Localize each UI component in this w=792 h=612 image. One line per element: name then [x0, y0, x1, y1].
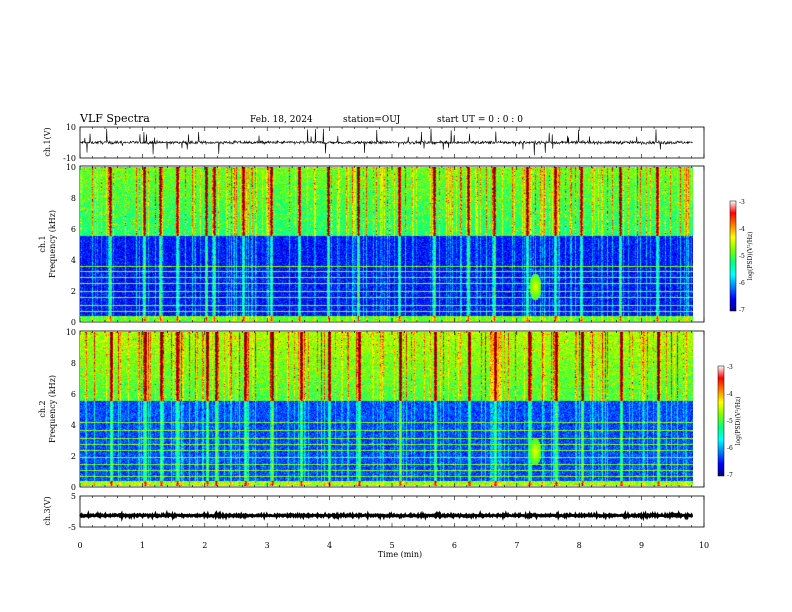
ch1-ytick-bottom: -10	[63, 154, 76, 163]
ch2-freq-tick-4: 4	[71, 421, 76, 430]
ch2-colorbar-label: log(PSD)(V²/Hz)	[735, 397, 742, 446]
ch3-ylabel: ch.3(V)	[43, 496, 52, 525]
xtick-10: 10	[699, 541, 709, 550]
ch1-waveform-trace	[79, 128, 693, 156]
ch2-colorbar: -3 -4 -5 -6 -7 log(PSD)(V²/Hz)	[717, 364, 742, 479]
xtick-8: 8	[577, 541, 582, 550]
ch1-cbar-tick-m7: -7	[739, 307, 745, 314]
time-axis-labels: 0 1 2 3 4 5 6 7 8 9 10	[77, 541, 709, 550]
ch2-freq-tick-10: 10	[66, 328, 76, 337]
ch2-spectrogram-image	[80, 332, 693, 486]
ch1-cbar-tick-m6: -6	[739, 280, 745, 287]
date-label: Feb. 18, 2024	[250, 115, 313, 125]
ch2-cbar-tick-m3: -3	[727, 364, 733, 371]
ch3-waveform-panel: 5 -5 ch.3(V)	[43, 492, 705, 532]
ch3-waveform-frame	[79, 495, 705, 528]
ch2-cbar-tick-m6: -6	[727, 445, 733, 452]
xtick-2: 2	[202, 541, 207, 550]
figure-title: VLF Spectra	[79, 112, 150, 125]
ch2-freq-tick-8: 8	[71, 359, 76, 368]
ch3-waveform-trace	[79, 509, 694, 522]
ch1-freq-tick-2: 2	[71, 287, 76, 296]
ch1-freq-tick-6: 6	[71, 225, 76, 234]
ch1-spectrogram-image	[80, 167, 693, 321]
ch3-waveform-xticks	[79, 496, 705, 527]
ch1-cbar-tick-m4: -4	[739, 226, 745, 233]
ch1-freq-tick-8: 8	[71, 194, 76, 203]
xtick-9: 9	[639, 541, 644, 550]
xtick-0: 0	[77, 541, 82, 550]
ch3-ytick-bottom: -5	[68, 523, 76, 532]
xtick-4: 4	[327, 541, 332, 550]
ch2-spec-ylabel-frequency: Frequency (kHz)	[48, 375, 57, 443]
xtick-6: 6	[452, 541, 457, 550]
ch1-spectrogram-panel: 0 2 4 6 8 10 ch.1 Frequency (kHz)	[38, 163, 705, 327]
ch3-ytick-top: 5	[71, 492, 76, 501]
ch2-freq-tick-0: 0	[71, 483, 76, 492]
ch1-spec-ylabel-frequency: Frequency (kHz)	[48, 210, 57, 278]
xtick-1: 1	[140, 541, 145, 550]
ch1-freq-tick-4: 4	[71, 256, 76, 265]
ch1-spectrogram-xticks	[79, 166, 705, 322]
ch1-cbar-tick-m3: -3	[739, 199, 745, 206]
ch2-freq-tick-6: 6	[71, 390, 76, 399]
ch1-freq-tick-10: 10	[66, 163, 76, 172]
ch1-ylabel: ch.1(V)	[43, 127, 52, 156]
start-ut-label: start UT = 0 : 0 : 0	[437, 115, 523, 125]
ch1-spec-ylabel-channel: ch.1	[38, 235, 47, 252]
xtick-7: 7	[514, 541, 519, 550]
ch1-colorbar: -3 -4 -5 -6 -7 log(PSD)(V²/Hz)	[729, 199, 754, 314]
ch1-waveform-xticks	[79, 127, 705, 158]
xtick-3: 3	[265, 541, 270, 550]
ch2-cbar-tick-m4: -4	[727, 391, 733, 398]
ch2-spectrogram-panel: 0 2 4 6 8 10 ch.2 Frequency (kHz)	[38, 328, 705, 492]
ch1-waveform-panel: 10 -10 ch.1(V)	[43, 123, 705, 163]
ch2-cbar-tick-m5: -5	[727, 418, 733, 425]
ch1-freq-tick-0: 0	[71, 318, 76, 327]
station-label: station=OUJ	[343, 115, 401, 125]
ch2-freq-tick-2: 2	[71, 452, 76, 461]
ch2-colorbar-gradient	[717, 365, 725, 477]
ch2-spectrogram-xticks	[79, 331, 705, 487]
xtick-5: 5	[389, 541, 394, 550]
ch1-colorbar-gradient	[729, 200, 737, 312]
time-axis-label: Time (min)	[378, 550, 422, 559]
ch2-spec-ylabel-channel: ch.2	[38, 400, 47, 417]
ch1-cbar-tick-m5: -5	[739, 253, 745, 260]
ch1-ytick-top: 10	[66, 123, 76, 132]
ch2-cbar-tick-m7: -7	[727, 472, 733, 479]
ch1-colorbar-label: log(PSD)(V²/Hz)	[747, 232, 754, 281]
